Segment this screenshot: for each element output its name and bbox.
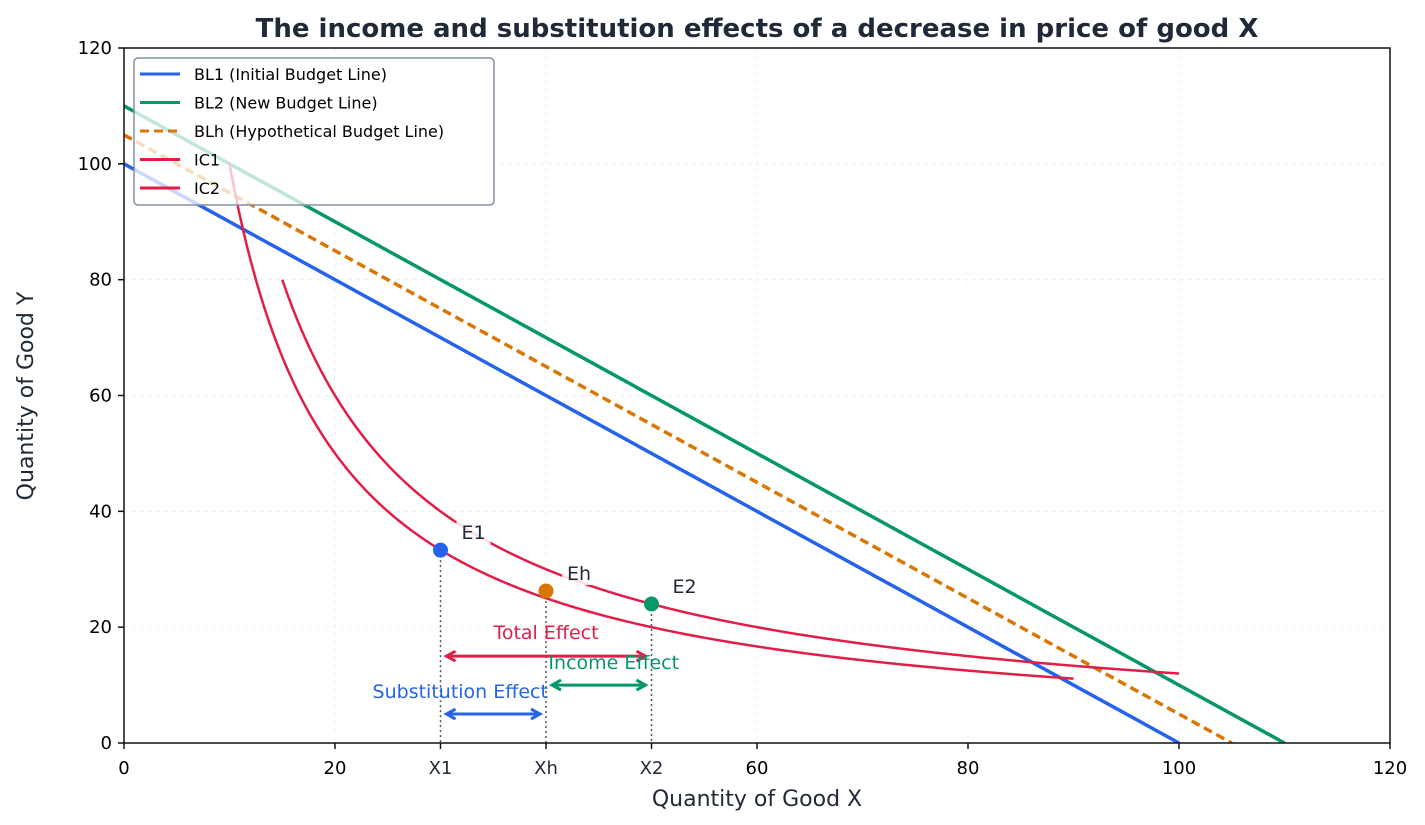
legend-label: BL2 (New Budget Line) [194, 94, 378, 113]
y-tick-label: 0 [101, 733, 112, 754]
arrow-head-left [548, 678, 562, 692]
arrow-head-right [635, 649, 649, 663]
arrow-head-right [635, 678, 649, 692]
point-label-bg [456, 520, 491, 545]
point-label: E1 [462, 522, 486, 544]
point-e2 [644, 596, 659, 612]
x-tick-label: 120 [1373, 758, 1407, 779]
effect-label: Income Effect [548, 652, 679, 674]
x-tick-label: Xh [534, 758, 558, 779]
x-tick-label: 60 [746, 758, 769, 779]
point-label: Eh [567, 563, 591, 585]
y-tick-label: 100 [78, 154, 112, 175]
axes: 0 20 X1 Xh X2 60 80 100 120 0 20 40 60 80 100 120 [78, 38, 1408, 779]
x-tick-label: 80 [957, 758, 980, 779]
effect-label: Substitution Effect [373, 681, 548, 703]
legend-label: IC2 [194, 179, 220, 198]
y-tick-label: 120 [78, 38, 112, 59]
x-tick-label: 100 [1162, 758, 1196, 779]
y-tick-label: 20 [89, 617, 112, 638]
effect-label: Total Effect [492, 622, 598, 644]
x-tick-label: 0 [118, 758, 129, 779]
legend-box [133, 57, 495, 206]
chart-title: The income and substitution effects of a… [256, 14, 1259, 44]
x-tick-label: 20 [324, 758, 347, 779]
point-eh [538, 583, 554, 599]
effect-arrow-substitution [443, 707, 544, 721]
y-tick-label: 60 [89, 386, 112, 407]
y-tick-label: 40 [89, 501, 112, 522]
x-axis-label: Quantity of Good X [652, 787, 862, 812]
effect-arrow-total [443, 649, 649, 663]
series-ic1-line [228, 163, 1074, 680]
legend-label: BLh (Hypothetical Budget Line) [194, 122, 444, 141]
arrow-head-left [443, 649, 457, 663]
x-tick-label: X2 [640, 758, 664, 779]
series-bl2-line [124, 104, 1286, 743]
y-tick-label: 80 [89, 270, 112, 291]
series-ic2-line [281, 279, 1180, 675]
x-tick-label: X1 [429, 758, 453, 779]
arrow-head-left [443, 707, 457, 721]
effect-arrow-income [548, 678, 649, 692]
point-label-bg [562, 560, 596, 585]
point-label-bg [667, 574, 702, 598]
series-bl1-line [124, 162, 1180, 743]
arrow-head-right [530, 707, 544, 721]
legend-label: IC1 [194, 151, 220, 170]
legend: BL1 (Initial Budget Line) BL2 (New Budget… [133, 57, 495, 206]
point-label: E2 [673, 576, 697, 598]
series-blh-line [124, 133, 1233, 743]
y-axis-label: Quantity of Good Y [14, 291, 39, 500]
point-e1 [433, 542, 448, 558]
legend-label: BL1 (Initial Budget Line) [194, 65, 387, 84]
